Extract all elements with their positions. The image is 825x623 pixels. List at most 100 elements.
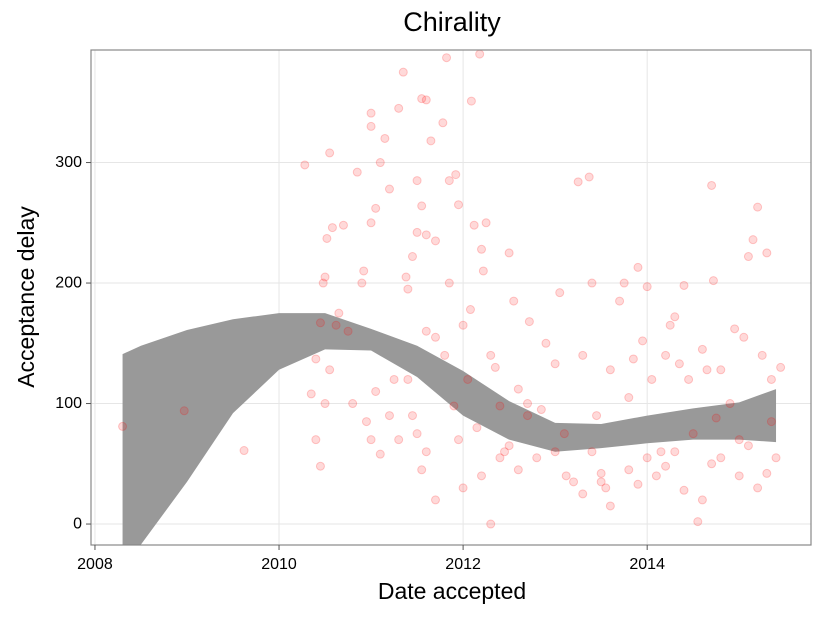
point: [559, 429, 569, 439]
y-tick-label: 200: [55, 274, 82, 291]
point: [384, 184, 394, 194]
point: [477, 244, 487, 254]
point: [739, 332, 749, 342]
point: [361, 417, 371, 427]
point: [465, 305, 475, 315]
point: [656, 447, 666, 457]
point: [239, 446, 249, 456]
point: [711, 413, 721, 423]
point: [380, 133, 390, 143]
y-tick-label: 0: [73, 515, 82, 532]
point: [458, 483, 468, 493]
point: [495, 401, 505, 411]
point: [615, 296, 625, 306]
point: [430, 236, 440, 246]
point: [375, 449, 385, 459]
point: [642, 282, 652, 292]
point: [421, 95, 431, 105]
point: [513, 465, 523, 475]
point: [587, 447, 597, 457]
x-tick-label: 2008: [77, 556, 113, 573]
point: [486, 519, 496, 529]
point: [601, 483, 611, 493]
point: [394, 103, 404, 113]
point: [417, 201, 427, 211]
point: [442, 53, 452, 63]
point: [624, 465, 634, 475]
point: [444, 176, 454, 186]
confidence-band: [122, 313, 777, 545]
point: [118, 421, 128, 431]
point: [315, 461, 325, 471]
point: [684, 374, 694, 384]
point: [371, 386, 381, 396]
point: [550, 447, 560, 457]
point: [320, 399, 330, 409]
point: [513, 384, 523, 394]
point: [661, 461, 671, 471]
point: [734, 435, 744, 445]
point: [707, 459, 717, 469]
point: [716, 365, 726, 375]
point: [366, 121, 376, 131]
point: [486, 350, 496, 360]
point: [398, 67, 408, 77]
point: [343, 326, 353, 336]
point: [605, 365, 615, 375]
axes: 0 100 200 300 2008 2010 2012 2014: [55, 154, 665, 573]
point: [647, 374, 657, 384]
point: [421, 326, 431, 336]
point: [670, 312, 680, 322]
point: [495, 453, 505, 463]
point: [481, 218, 491, 228]
point: [619, 278, 629, 288]
point: [421, 230, 431, 240]
point: [403, 284, 413, 294]
point: [444, 278, 454, 288]
point: [366, 218, 376, 228]
point: [407, 411, 417, 421]
point: [523, 411, 533, 421]
point: [359, 266, 369, 276]
x-tick-label: 2010: [261, 556, 297, 573]
point: [322, 233, 332, 243]
point: [438, 118, 448, 128]
point: [748, 235, 758, 245]
point: [454, 435, 464, 445]
point: [697, 495, 707, 505]
point: [451, 170, 461, 180]
point: [561, 471, 571, 481]
point: [504, 441, 514, 451]
point: [587, 278, 597, 288]
point: [725, 399, 735, 409]
point: [555, 288, 565, 298]
point: [766, 374, 776, 384]
point: [536, 405, 546, 415]
point: [665, 320, 675, 330]
point: [762, 248, 772, 258]
point: [475, 50, 485, 59]
point: [375, 158, 385, 168]
panel: [91, 50, 811, 545]
point: [661, 350, 671, 360]
point: [325, 148, 335, 158]
panel-border: [90, 49, 812, 546]
point: [584, 172, 594, 182]
point: [633, 262, 643, 272]
point: [628, 354, 638, 364]
point: [478, 266, 488, 276]
point: [412, 227, 422, 237]
point: [509, 296, 519, 306]
point: [458, 320, 468, 330]
point: [596, 468, 606, 478]
point: [311, 435, 321, 445]
point: [334, 308, 344, 318]
point: [320, 272, 330, 282]
point: [633, 479, 643, 489]
point: [466, 96, 476, 106]
point: [412, 429, 422, 439]
x-tick-label: 2014: [629, 556, 665, 573]
point: [325, 365, 335, 375]
point: [401, 272, 411, 282]
point: [449, 401, 459, 411]
